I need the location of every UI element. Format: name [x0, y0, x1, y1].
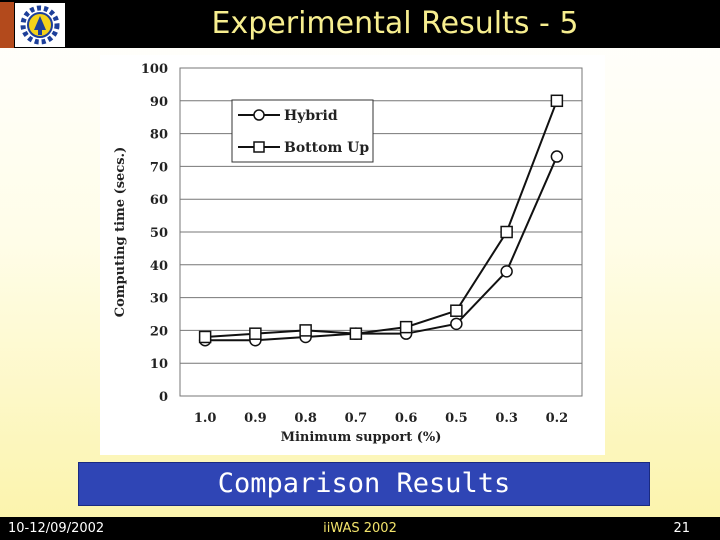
institution-logo: [15, 3, 65, 47]
y-tick-label: 50: [150, 226, 168, 241]
y-axis-label: Computing time (secs.): [113, 147, 128, 317]
logo-accent-bar: [0, 2, 14, 48]
series-line: [205, 156, 558, 342]
bottom-up-point: [550, 94, 564, 108]
slide-title: Experimental Results - 5: [211, 6, 579, 41]
bottom-up-point: [249, 327, 262, 340]
chart-container: 0 10 20 30 40 50 60 70 80 90 100 1.0 0.9 0.8 0.7 0.6 0.5…: [100, 55, 605, 455]
x-tick-label: 0.7: [345, 411, 368, 426]
footer-date: 10-12/09/2002: [8, 521, 105, 536]
x-tick-label: 0.6: [395, 411, 418, 426]
hybrid-point: [500, 265, 513, 278]
line-chart: 0 10 20 30 40 50 60 70 80 90 100 1.0 0.9 0.8 0.7 0.6 0.5…: [113, 62, 583, 445]
bottom-up-point: [500, 225, 513, 239]
series-line: [205, 100, 558, 338]
x-tick-label: 0.2: [546, 411, 569, 426]
x-tick-label: 1.0: [194, 411, 217, 426]
footer-event: iiWAS 2002: [323, 521, 397, 536]
x-tick-label: 0.5: [445, 411, 468, 426]
footer-bar: 10-12/09/2002 iiWAS 2002 21: [0, 517, 720, 540]
y-tick-label: 10: [150, 357, 168, 372]
legend-label: Hybrid: [284, 108, 338, 124]
bottom-up-point: [299, 324, 312, 337]
footer-page-number: 21: [673, 521, 690, 536]
y-tick-label: 20: [150, 324, 168, 339]
x-axis-label: Minimum support (%): [281, 430, 442, 445]
caption-text: Comparison Results: [217, 468, 511, 499]
y-tick-label: 0: [159, 390, 168, 405]
x-tick-label: 0.3: [495, 411, 518, 426]
x-tick-label: 0.8: [294, 411, 317, 426]
legend-label: Bottom Up: [284, 140, 369, 156]
y-tick-label: 80: [150, 128, 168, 143]
y-tick-label: 70: [150, 160, 168, 175]
y-tick-label: 40: [150, 259, 168, 274]
bottom-up-point: [349, 327, 363, 340]
hybrid-point: [550, 150, 564, 163]
y-tick-label: 100: [141, 62, 168, 77]
caption-box: Comparison Results: [78, 462, 650, 506]
y-tick-label: 30: [150, 292, 168, 307]
y-tick-label: 60: [150, 193, 168, 208]
y-tick-label: 90: [150, 95, 168, 110]
bottom-up-point: [399, 320, 413, 334]
legend-circle-marker: [253, 109, 265, 121]
gear-emblem-icon: [20, 5, 60, 45]
title-bar: Experimental Results - 5: [0, 0, 720, 48]
bottom-up-point: [450, 304, 463, 317]
legend-square-marker: [253, 141, 265, 153]
bottom-up-point: [198, 330, 212, 344]
hybrid-point: [450, 317, 463, 331]
x-tick-label: 0.9: [244, 411, 267, 426]
